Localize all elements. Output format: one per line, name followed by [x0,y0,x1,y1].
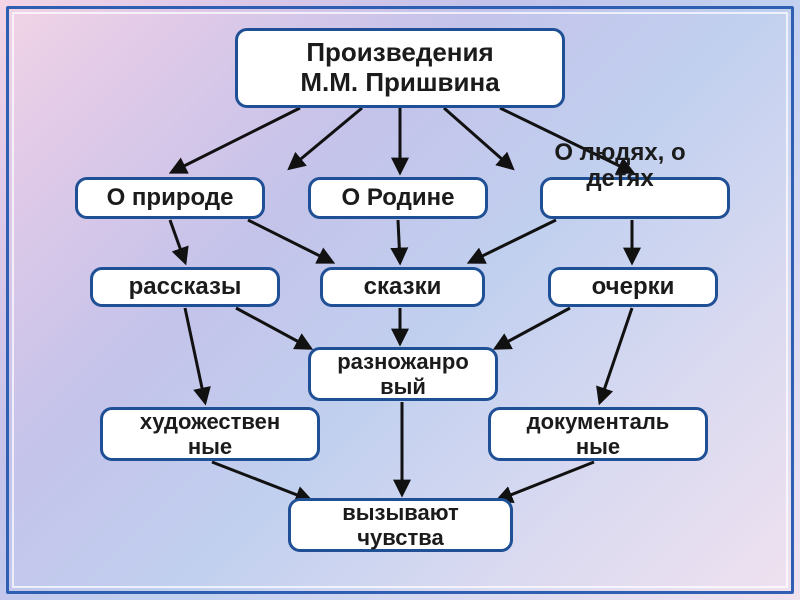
node-stories: рассказы [90,267,280,307]
node-documentary: документальные [488,407,708,461]
node-artistic: художественные [100,407,320,461]
node-nature: О природе [75,177,265,219]
overlay-people-label: О людях, о детях [525,140,715,193]
node-essays: очерки [548,267,718,307]
node-homeland: О Родине [308,177,488,219]
node-root: ПроизведенияМ.М. Пришвина [235,28,565,108]
diagram-stage: ПроизведенияМ.М. Пришвина О природе О Ро… [0,0,800,600]
node-multigenre: разножанровый [308,347,498,401]
node-tales: сказки [320,267,485,307]
node-feelings: вызываютчувства [288,498,513,552]
